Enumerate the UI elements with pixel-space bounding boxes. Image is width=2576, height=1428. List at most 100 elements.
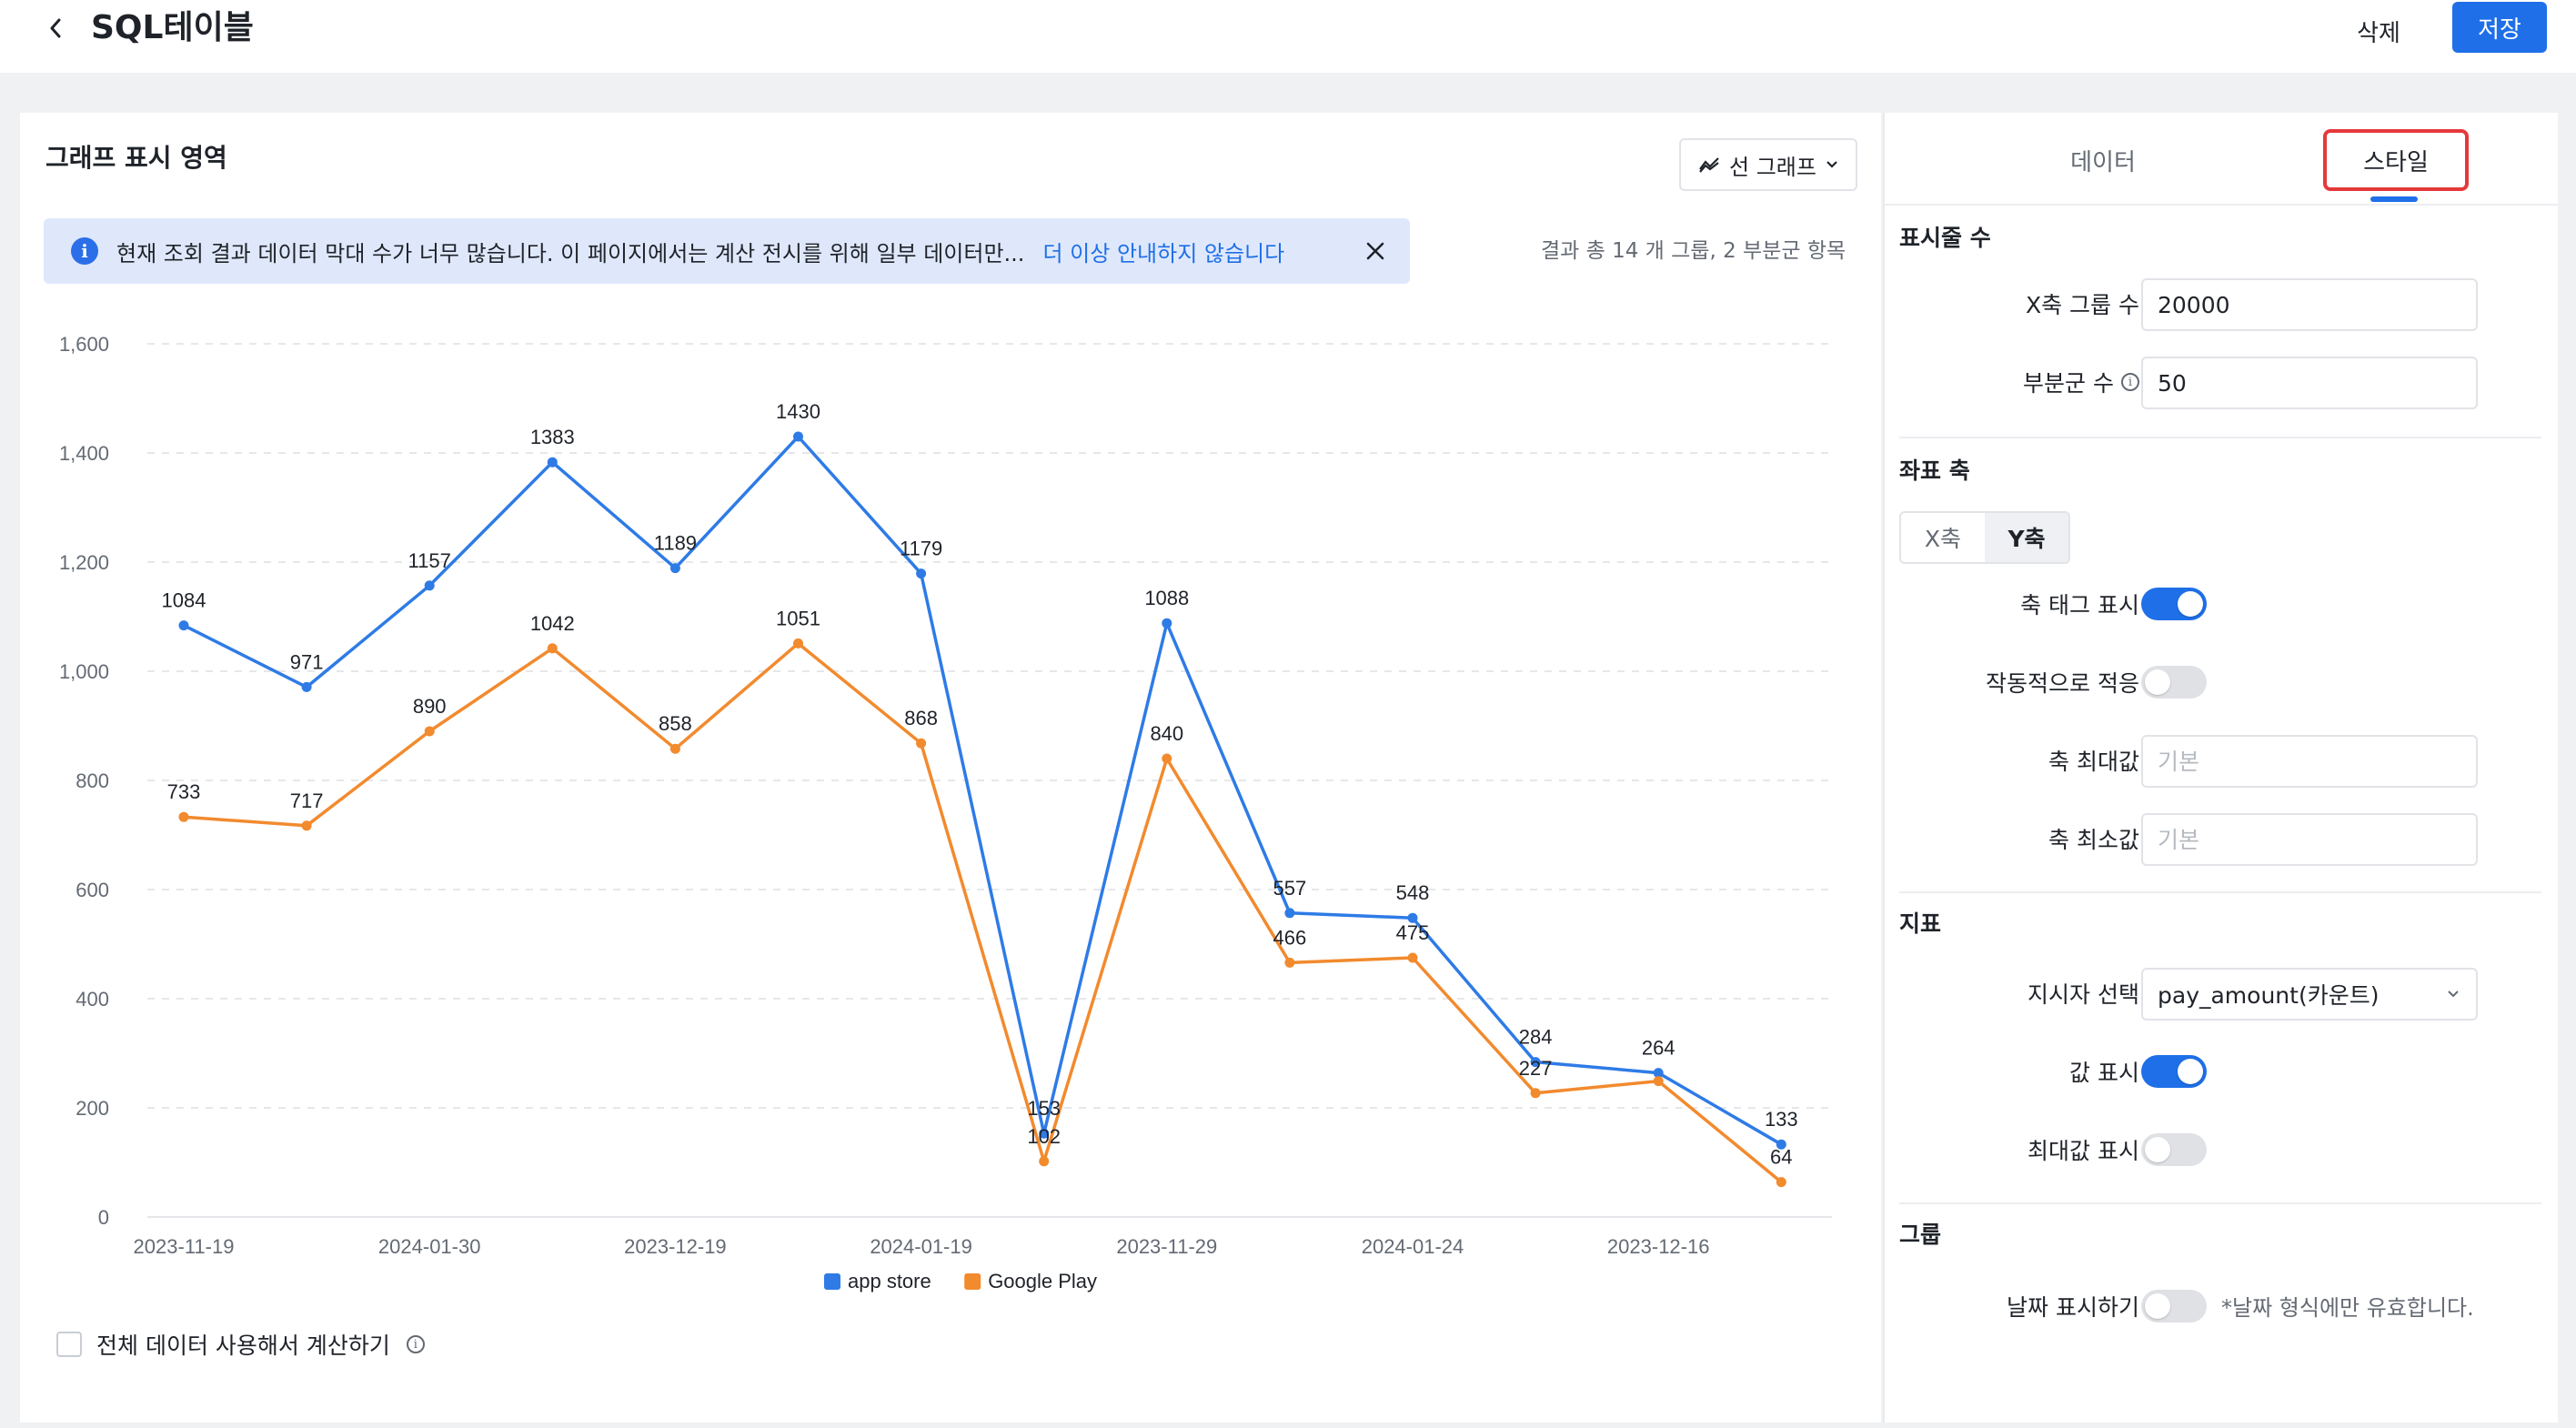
show-value-label: 값 표시: [2069, 1060, 2139, 1086]
x-tick-label: 2023-11-29: [1116, 1235, 1217, 1258]
chart-panel: 그래프 표시 영역 선 그래프 i 현재 조회 결과 데이터 막대 수가 너무 …: [20, 113, 1881, 1423]
show-max-toggle[interactable]: [2141, 1133, 2207, 1166]
data-point[interactable]: [1653, 1068, 1664, 1079]
full-data-option: 전체 데이터 사용해서 계산하기 i: [56, 1328, 425, 1361]
axis-x-option[interactable]: X축: [1901, 513, 1985, 562]
save-button[interactable]: 저장: [2452, 2, 2547, 53]
indicator-label: 지시자 선택: [2028, 981, 2139, 1008]
axis-y-option[interactable]: Y축: [1985, 513, 2068, 562]
data-point[interactable]: [1039, 1128, 1050, 1139]
y-tick-label: 1,600: [59, 333, 109, 356]
settings-panel: 데이터 스타일 표시줄 수 X축 그룹 수 부분군 수 i 좌표 축 X축 Y축…: [1883, 113, 2558, 1423]
tab-style[interactable]: 스타일: [2323, 129, 2469, 191]
data-point[interactable]: [301, 681, 312, 692]
x-group-input[interactable]: [2141, 278, 2478, 331]
data-point[interactable]: [424, 580, 435, 591]
tab-data[interactable]: 데이터: [2070, 148, 2136, 176]
data-label: 890: [413, 695, 447, 718]
data-label: 971: [290, 650, 324, 673]
data-point[interactable]: [1776, 1139, 1786, 1150]
show-value-toggle[interactable]: [2141, 1055, 2207, 1088]
y-tick-label: 0: [98, 1206, 109, 1229]
x-tick-label: 2023-12-16: [1607, 1235, 1710, 1258]
data-point[interactable]: [793, 638, 803, 649]
data-point[interactable]: [1776, 1177, 1786, 1188]
axis-max-input[interactable]: [2141, 735, 2478, 788]
data-point[interactable]: [1284, 908, 1295, 919]
series-line-google-play: [183, 641, 1783, 1183]
data-label: 227: [1519, 1057, 1553, 1080]
data-label: 840: [1150, 722, 1183, 745]
data-label: 1430: [776, 400, 820, 423]
y-tick-label: 1,200: [59, 551, 109, 574]
axis-min-input[interactable]: [2141, 813, 2478, 866]
data-point[interactable]: [547, 457, 558, 468]
data-point[interactable]: [793, 431, 803, 442]
show-axis-tag-toggle[interactable]: [2141, 588, 2207, 620]
data-point[interactable]: [1530, 1088, 1541, 1099]
axis-segmented-control: X축 Y축: [1899, 511, 2070, 564]
data-point[interactable]: [1039, 1156, 1050, 1167]
data-label: 717: [290, 789, 324, 812]
top-bar: SQL테이블 삭제 저장: [0, 0, 2576, 73]
legend-swatch: [964, 1273, 981, 1290]
data-point[interactable]: [1407, 952, 1418, 963]
data-point[interactable]: [1653, 1076, 1664, 1087]
data-point[interactable]: [178, 620, 189, 631]
data-label: 466: [1273, 926, 1307, 949]
auto-fit-toggle[interactable]: [2141, 666, 2207, 699]
data-point[interactable]: [1162, 618, 1172, 629]
legend-label[interactable]: Google Play: [988, 1270, 1097, 1292]
data-label: 1084: [162, 589, 206, 612]
subgroup-label: 부분군 수: [2023, 370, 2114, 397]
data-point[interactable]: [1530, 1057, 1541, 1068]
series-line-app-store: [183, 435, 1783, 1146]
help-icon[interactable]: i: [406, 1335, 425, 1353]
notice-bar: i 현재 조회 결과 데이터 막대 수가 너무 많습니다. 이 페이지에서는 계…: [44, 218, 1410, 284]
data-label: 1189: [654, 532, 697, 555]
y-tick-label: 1,400: [59, 442, 109, 465]
chart-type-select[interactable]: 선 그래프: [1679, 138, 1857, 191]
auto-fit-label: 작동적으로 적응: [1986, 670, 2139, 697]
show-date-label: 날짜 표시하기: [2007, 1294, 2139, 1321]
show-date-toggle[interactable]: [2141, 1290, 2207, 1322]
close-icon[interactable]: [1359, 235, 1392, 267]
data-label: 1051: [776, 607, 820, 629]
data-point[interactable]: [669, 743, 680, 754]
indicator-select[interactable]: pay_amount(카운트): [2141, 968, 2478, 1021]
line-chart-icon: [1699, 157, 1719, 173]
data-label: 1088: [1144, 587, 1189, 609]
chevron-down-icon: [2448, 991, 2459, 998]
y-tick-label: 200: [75, 1097, 109, 1120]
data-label: 548: [1396, 881, 1430, 904]
full-data-checkbox[interactable]: [56, 1332, 82, 1357]
data-point[interactable]: [1407, 912, 1418, 923]
data-point[interactable]: [1284, 957, 1295, 968]
back-arrow-icon[interactable]: [42, 13, 69, 44]
data-point[interactable]: [424, 726, 435, 737]
delete-button[interactable]: 삭제: [2329, 9, 2429, 53]
data-point[interactable]: [1162, 753, 1172, 764]
dont-show-again-link[interactable]: 더 이상 안내하지 않습니다: [1042, 240, 1285, 266]
legend-label[interactable]: app store: [848, 1270, 931, 1292]
data-label: 475: [1396, 921, 1430, 944]
subgroup-input[interactable]: [2141, 357, 2478, 409]
data-point[interactable]: [669, 563, 680, 574]
data-label: 264: [1642, 1037, 1675, 1060]
data-point[interactable]: [547, 643, 558, 654]
data-label: 284: [1519, 1026, 1553, 1049]
x-tick-label: 2024-01-30: [378, 1235, 481, 1258]
data-point[interactable]: [178, 811, 189, 822]
data-label: 868: [904, 707, 938, 729]
line-chart: 0 200 400 600 800 1,000 1,200 1,400 1,600 2023-1…: [59, 333, 1832, 1292]
data-label: 133: [1765, 1108, 1798, 1131]
data-label: 1179: [900, 538, 942, 560]
data-point[interactable]: [916, 568, 927, 579]
data-point[interactable]: [916, 738, 927, 749]
data-label: 1042: [530, 612, 575, 635]
data-point[interactable]: [301, 820, 312, 831]
section-metric-title: 지표: [1899, 910, 1942, 937]
help-icon[interactable]: i: [2121, 373, 2139, 391]
chart-type-label: 선 그래프: [1729, 154, 1816, 180]
y-tick-label: 400: [75, 988, 109, 1011]
